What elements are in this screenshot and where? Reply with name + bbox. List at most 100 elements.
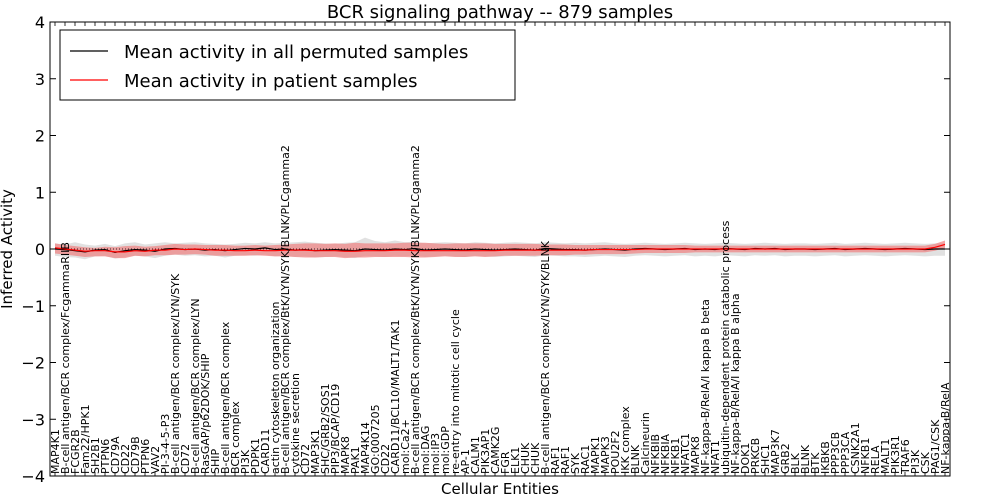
x-tick-label: NFKBIB [649,434,662,474]
x-tick-label: MAP4K1 [49,429,62,474]
x-tick-label: PI3K [239,449,252,474]
x-tick-label: B-cell antigen/BCR complex/LYN/SYK [169,273,182,474]
x-tick-label: mol:Ca2+ [399,419,412,474]
x-tick-label: AP-1 [459,449,472,474]
x-tick-label: NF-kappa-B/RelA/I kappa B alpha [729,293,742,474]
y-tick-label: 4 [35,13,45,32]
x-tick-label: mol:DAG [419,426,432,474]
x-tick-label: PIP3/BCAP/CD19 [329,384,342,474]
y-tick-label: 3 [35,70,45,89]
x-tick-label: BTK [809,452,822,474]
chart-title: BCR signaling pathway -- 879 samples [327,2,673,23]
x-tick-label: MAPK8 [339,436,352,474]
x-tick-label: PPP3CA [839,431,852,474]
x-tick-label: CARD11/BCL10/MALT1/TAK1 [389,319,402,474]
x-tick-label: NF-kappa-B/RelA/I kappa B beta [699,299,712,474]
x-tick-label: PTPN6 [99,439,112,474]
y-tick-label: 1 [35,183,45,202]
x-tick-label: B-cell antigen/BCR complex/BtK/LYN/SYK/B… [279,145,292,474]
x-tick-label: re-entry into mitotic cell cycle [449,309,462,474]
x-tick-label: POU2F2 [609,430,622,474]
x-tick-label: PAK1 [349,446,362,474]
x-tick-label: PIK3R1 [889,435,902,474]
x-tick-label: CSK [919,451,932,474]
x-tick-label: mol:IP3 [429,433,442,474]
y-tick-label: 2 [35,127,45,146]
y-axis: −4 −3 −2 −1 0 1 2 3 4 [21,13,950,486]
x-tick-label: CAMK2G [489,427,502,474]
x-tick-label: mol:GDP [439,426,452,474]
x-tick-label: VAV2 [149,446,162,474]
x-tick-label: FCGR2B [69,429,82,474]
x-axis-ticks [54,22,946,476]
x-tick-label: B-cell antigen/BCR complex/LYN/SYK/BLNK [539,240,552,474]
legend-label-permuted: Mean activity in all permuted samples [124,42,468,63]
x-tick-label: PDPK1 [249,438,262,474]
y-axis-label: Inferred Activity [0,189,16,309]
x-tick-label: MAPK1 [589,436,602,474]
x-tick-label: SHIP [209,449,222,474]
x-tick-label: CHUK [529,442,542,474]
x-tick-label: MALT1 [879,439,892,474]
y-tick-label: −2 [21,354,45,373]
x-tick-label: NFKBIA [659,433,672,474]
x-tick-label: PPP3CB [829,432,842,474]
x-tick-label: CD72 [179,444,192,474]
x-tick-label: MAP4K14 [359,422,372,474]
legend-label-patient: Mean activity in patient samples [124,71,418,92]
x-tick-label: MAP3K7 [769,429,782,474]
x-tick-label: SYK [569,452,582,474]
x-tick-label: CD22 [379,444,392,474]
x-tick-label: TRAF6 [899,439,912,475]
x-tick-label: CD79B [129,436,142,474]
legend-box [59,29,516,101]
x-tick-label: CALM1 [469,436,482,474]
x-tick-label: NFKB1 [859,438,872,474]
x-tick-label: FGR [499,451,512,474]
x-tick-label: RAC1 [579,445,592,474]
x-tick-label: CD79A [109,436,122,474]
x-tick-label: PI-3-4-5-P3 [159,414,172,474]
x-tick-label: BLNK [799,444,812,474]
x-tick-label: PRKCB [749,438,762,474]
x-tick-label: MAPK3 [599,436,612,474]
x-tick-label: NFKB1 [669,438,682,474]
x-tick-label: B-cell antigen/BCR complex/FcgammaRIIB [59,242,72,474]
x-tick-label: CSNK2A1 [849,422,862,474]
y-tick-label: −4 [21,467,45,486]
x-tick-label: GO:0007205 [369,404,382,474]
x-tick-label: RAF1 [559,446,572,474]
x-tick-label: CARD11 [259,429,272,474]
y-tick-label: −3 [21,410,45,429]
x-tick-label: DOK1 [739,443,752,474]
x-tick-label: PTPN6 [139,439,152,474]
x-tick-label: BCR complex [229,401,242,474]
x-tick-label: actin cytoskeleton organization [269,302,282,474]
x-tick-label: NFAT1 [709,440,722,474]
x-tick-label: CD22 [119,444,132,474]
patient-mean-line [54,243,946,253]
x-tick-label: IKK complex [619,406,632,474]
x-tick-label: PIK3AP1 [479,429,492,474]
x-tick-label: IKBKB [819,441,832,474]
x-tick-label: SH2B1 [89,437,102,474]
x-tick-label: Fam22/HPK1 [79,404,92,474]
x-tick-label: Calcineurin [639,412,652,474]
x-tick-label: B-cell antigen/BCR complex/LYN [189,298,202,474]
x-tick-label: ELK1 [509,447,522,474]
series-lines [54,243,946,254]
x-tick-label: SHC/GRB2/SOS1 [319,383,332,474]
legend: Mean activity in all permuted samples Me… [59,29,516,101]
x-tick-label: RAF1 [549,446,562,474]
x-tick-label: B-cell antigen/BCR complex/BtK/LYN/SYK/B… [409,145,422,474]
x-tick-label: RELA [869,445,882,474]
x-tick-label: B-cell antigen/BCR complex [219,321,232,474]
x-tick-label: cytokine secretion [289,373,302,474]
x-tick-label: NFATC1 [679,433,692,474]
x-tick-label: RasGAP/p62DOK/SHIP [199,353,212,474]
x-tick-label: BLNK [629,444,642,474]
x-tick-label: NF-kappa-B/RelA [939,382,952,474]
x-tick-label: CD72 [299,444,312,474]
